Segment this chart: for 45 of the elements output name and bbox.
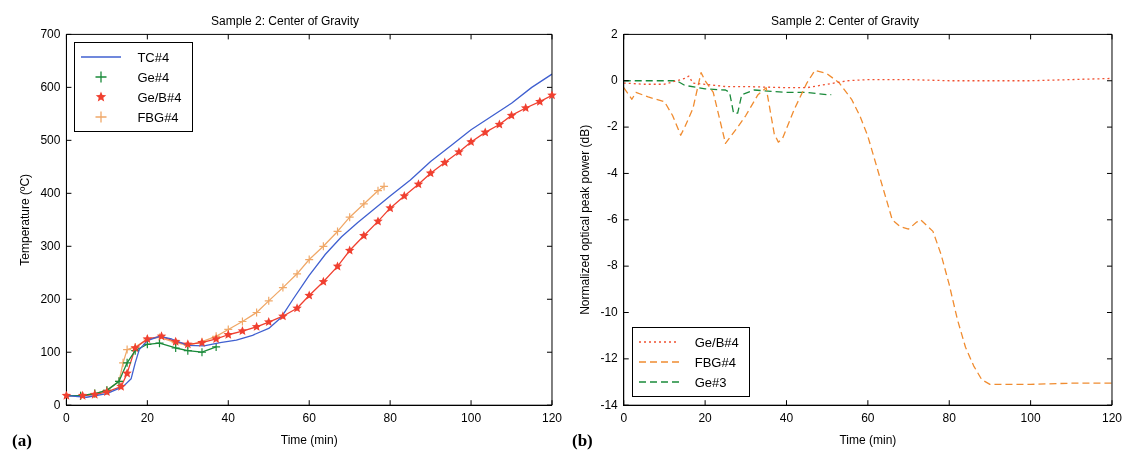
y-tick-label: 2	[611, 26, 619, 41]
legend-label: Ge/B#4	[694, 334, 739, 350]
x-tick-label: 120	[1101, 410, 1123, 425]
x-tick-label: 20	[698, 410, 713, 425]
y-tick-label: 0	[53, 397, 61, 412]
chart-title: Sample 2: Center of Gravity	[210, 13, 360, 28]
legend-label: Ge/B#4	[137, 89, 182, 105]
x-tick-label: 100	[1020, 410, 1041, 425]
legend-label: TC#4	[137, 49, 170, 65]
y-tick-label: -4	[607, 165, 619, 180]
y-tick-label: -8	[607, 258, 619, 273]
y-tick-label: -2	[607, 119, 619, 134]
y-tick-label: -6	[607, 212, 619, 227]
x-tick-label: 100	[461, 410, 482, 425]
legend-label: Ge#3	[694, 374, 727, 390]
x-axis-title: Time (min)	[839, 433, 897, 448]
y-tick-label: -12	[600, 351, 619, 366]
y-tick-label: -10	[600, 304, 619, 319]
y-axis-title: Temperature (ºC)	[17, 173, 32, 266]
x-tick-label: 20	[140, 410, 155, 425]
y-tick-label: 300	[40, 238, 61, 253]
y-axis-title: Normalized optical peak power (dB)	[577, 124, 592, 315]
legend-label: Ge#4	[137, 69, 170, 85]
x-tick-label: 60	[302, 410, 317, 425]
x-tick-label: 40	[221, 410, 236, 425]
legend-label: FBG#4	[694, 354, 736, 370]
x-tick-label: 40	[779, 410, 794, 425]
y-tick-label: 600	[40, 79, 61, 94]
y-tick-label: 200	[40, 291, 61, 306]
x-tick-label: 60	[861, 410, 875, 425]
x-tick-label: 0	[63, 410, 71, 425]
y-tick-label: 500	[40, 132, 61, 147]
y-tick-label: 700	[40, 26, 61, 41]
y-tick-label: 400	[40, 185, 61, 200]
legend-label: FBG#4	[137, 109, 179, 125]
x-tick-label: 80	[942, 410, 957, 425]
x-tick-label: 80	[383, 410, 398, 425]
x-axis-title: Time (min)	[280, 433, 338, 448]
chart-title: Sample 2: Center of Gravity	[770, 13, 920, 28]
y-tick-label: 0	[611, 73, 619, 88]
text: (b)	[572, 430, 593, 450]
x-tick-label: 120	[541, 410, 563, 425]
y-tick-label: -14	[600, 397, 619, 412]
y-tick-label: 100	[40, 344, 61, 359]
text: (a)	[12, 430, 32, 450]
